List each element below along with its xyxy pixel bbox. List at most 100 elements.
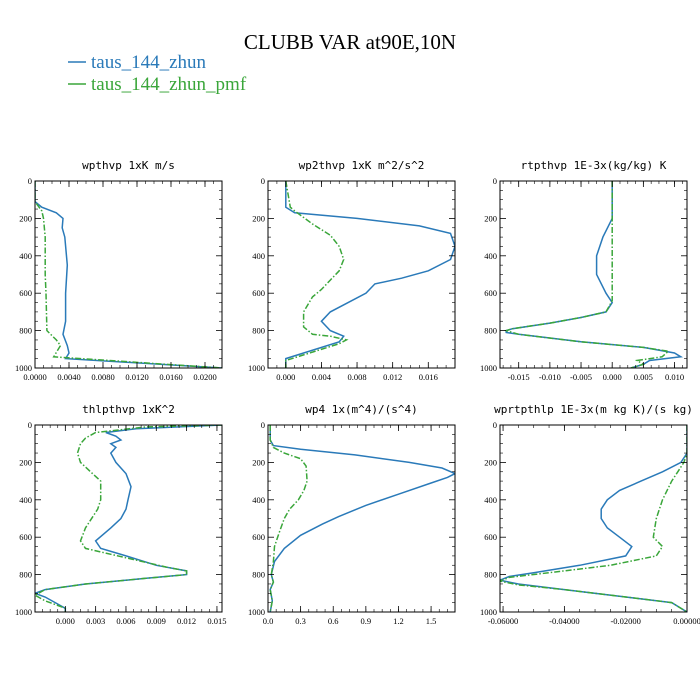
panel-4: thlpthvp 1xK^2 0.000 0.003 0.006 0.009 0.012 0… [15, 403, 227, 626]
y-tick-label: 1000 [15, 607, 32, 617]
series-line-1 [35, 181, 222, 368]
x-tick-label: 0.016 [419, 372, 438, 382]
y-tick-label: 200 [19, 457, 32, 467]
x-tick-label: 0.00000 [673, 616, 700, 626]
y-tick-label: 0 [261, 176, 265, 186]
y-tick-label: 800 [19, 326, 32, 336]
y-tick-label: 200 [484, 213, 497, 223]
y-tick-label: 200 [252, 457, 265, 467]
x-tick-label: 1.2 [393, 616, 404, 626]
y-tick-label: 800 [252, 326, 265, 336]
x-tick-label: 0.0120 [125, 372, 148, 382]
legend-label-zhun-pmf: taus_144_zhun_pmf [91, 74, 247, 95]
x-tick-label: 0.000 [276, 372, 295, 382]
y-tick-label: 1000 [15, 363, 32, 373]
x-tick-label: 0.015 [207, 616, 226, 626]
panel-3: rtpthvp 1E-3x(kg/kg) K -0.015 -0.010 -0.005… [480, 159, 688, 382]
panel-title: wp4 1x(m^4)/(s^4) [305, 403, 418, 416]
series-line-2 [285, 181, 349, 368]
panel-title: wprtpthlp 1E-3x(m kg K)/(s kg) [494, 403, 693, 416]
x-tick-label: 0.0080 [91, 372, 114, 382]
y-tick-label: 800 [19, 570, 32, 580]
y-tick-label: 1000 [248, 607, 265, 617]
x-tick-label: 0.012 [383, 372, 402, 382]
x-tick-label: -0.005 [570, 372, 592, 382]
x-tick-label: -0.02000 [610, 616, 640, 626]
x-tick-label: 0.010 [665, 372, 684, 382]
y-tick-label: 200 [252, 213, 265, 223]
y-tick-label: 600 [484, 288, 497, 298]
y-tick-label: 0 [261, 420, 265, 430]
x-tick-label: 0.000 [56, 616, 75, 626]
legend-label-zhun: taus_144_zhun [91, 52, 207, 73]
y-tick-label: 600 [252, 288, 265, 298]
panel-5: wp4 1x(m^4)/(s^4) 0.0 0.3 0.6 0.9 1.2 1.5 0 200 4… [248, 403, 456, 626]
series-line-1 [285, 181, 455, 368]
y-tick-label: 1000 [480, 607, 497, 617]
y-tick-label: 800 [252, 570, 265, 580]
panels: wpthvp 1xK m/s0.0000 0.0040 0.0080 0.0120 0.… [15, 159, 700, 626]
panel-frame [267, 424, 456, 613]
legend: taus_144_zhun taus_144_zhun_pmf [68, 52, 247, 95]
y-tick-label: 0 [28, 420, 32, 430]
panel-title: rtpthvp 1E-3x(kg/kg) K [521, 159, 667, 172]
y-tick-label: 400 [19, 495, 32, 505]
series-line-1 [505, 181, 684, 368]
series-line-2 [35, 181, 222, 368]
figure-title: CLUBB VAR at90E,10N [244, 30, 456, 54]
y-tick-label: 400 [252, 495, 265, 505]
panel-title: wp2thvp 1xK m^2/s^2 [299, 159, 425, 172]
series-line-1 [269, 425, 455, 612]
series-line-1 [500, 425, 687, 612]
y-tick-label: 1000 [480, 363, 497, 373]
x-tick-label: 0.004 [312, 372, 332, 382]
x-tick-label: 0.008 [347, 372, 366, 382]
x-tick-label: 0.006 [116, 616, 135, 626]
x-tick-label: -0.04000 [549, 616, 579, 626]
y-tick-label: 0 [493, 176, 497, 186]
series-line-2 [503, 181, 670, 368]
x-tick-label: -0.015 [508, 372, 530, 382]
x-tick-label: 0.3 [295, 616, 306, 626]
panel-2: wp2thvp 1xK m^2/s^2 0.000 0.004 0.008 0.012 0… [248, 159, 456, 382]
series-line-1 [35, 425, 222, 612]
y-tick-label: 600 [19, 532, 32, 542]
panel-frame [267, 180, 456, 369]
x-tick-label: 0.9 [361, 616, 372, 626]
x-tick-label: 0.012 [177, 616, 196, 626]
panel-frame [34, 180, 223, 369]
x-tick-label: 0.0 [263, 616, 274, 626]
y-tick-label: 800 [484, 570, 497, 580]
x-tick-label: -0.010 [539, 372, 561, 382]
x-tick-label: 0.000 [603, 372, 622, 382]
y-tick-label: 0 [493, 420, 497, 430]
panel-title: thlpthvp 1xK^2 [82, 403, 175, 416]
series-line-2 [35, 425, 222, 612]
x-tick-label: 0.6 [328, 616, 339, 626]
y-tick-label: 400 [19, 251, 32, 261]
panel-frame [499, 424, 688, 613]
series-line-2 [500, 425, 687, 612]
y-tick-label: 200 [19, 213, 32, 223]
x-tick-label: 0.0040 [57, 372, 80, 382]
y-tick-label: 200 [484, 457, 497, 467]
panel-frame [499, 180, 688, 369]
series-line-2 [269, 425, 308, 612]
x-tick-label: 1.5 [426, 616, 437, 626]
y-tick-label: 400 [484, 251, 497, 261]
y-tick-label: 1000 [248, 363, 265, 373]
y-tick-label: 400 [484, 495, 497, 505]
y-tick-label: 600 [484, 532, 497, 542]
x-tick-label: 0.003 [86, 616, 105, 626]
x-tick-label: 0.005 [634, 372, 653, 382]
x-tick-label: 0.0160 [159, 372, 182, 382]
x-tick-label: 0.009 [147, 616, 166, 626]
x-tick-label: 0.0200 [193, 372, 216, 382]
panel-frame [34, 424, 223, 613]
y-tick-label: 400 [252, 251, 265, 261]
panel-title: wpthvp 1xK m/s [82, 159, 175, 172]
y-tick-label: 600 [19, 288, 32, 298]
panel-1: wpthvp 1xK m/s 0.0000 0.0040 0.0080 0.0120 0.… [15, 159, 223, 382]
